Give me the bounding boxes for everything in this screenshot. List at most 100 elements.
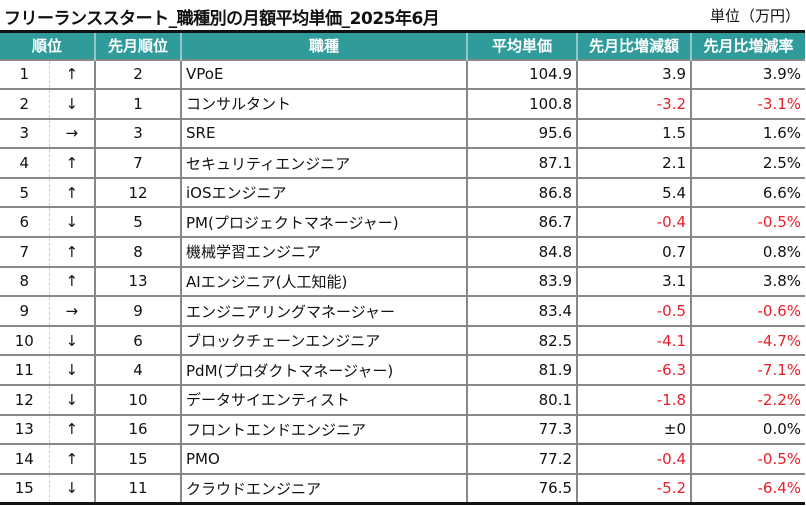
table-row: 15 ↓ 11 クラウドエンジニア 76.5 -5.2 -6.4% xyxy=(0,472,806,504)
job-cell: AIエンジニア(人工知能) xyxy=(180,265,468,297)
rank-cell: 8 xyxy=(0,265,49,297)
prev-rank-cell: 1 xyxy=(94,88,182,119)
rate-cell: -6.4% xyxy=(690,472,806,504)
rate-cell: -0.5% xyxy=(690,443,806,474)
diff-cell: -0.5 xyxy=(576,295,692,326)
rate-cell: -2.2% xyxy=(690,384,806,415)
job-cell: セキュリティエンジニア xyxy=(180,147,468,178)
job-cell: 機械学習エンジニア xyxy=(180,236,468,267)
avg-price-cell: 84.8 xyxy=(466,236,578,267)
trend-arrow-icon: ↑ xyxy=(48,176,96,208)
table-row: 5 ↑ 12 iOSエンジニア 86.8 5.4 6.6% xyxy=(0,176,806,208)
prev-rank-cell: 11 xyxy=(94,472,182,504)
diff-cell: -0.4 xyxy=(576,206,692,238)
prev-rank-cell: 5 xyxy=(94,206,182,238)
header-job: 職種 xyxy=(180,31,468,60)
avg-price-cell: 104.9 xyxy=(466,58,578,90)
rate-cell: 3.9% xyxy=(690,58,806,90)
prev-rank-cell: 12 xyxy=(94,176,182,208)
trend-arrow-icon: ↑ xyxy=(48,413,96,445)
table-row: 10 ↓ 6 ブロックチェーンエンジニア 82.5 -4.1 -4.7% xyxy=(0,324,806,356)
rank-cell: 3 xyxy=(0,117,49,149)
rank-cell: 5 xyxy=(0,176,49,208)
rate-cell: -4.7% xyxy=(690,324,806,356)
page-title: フリーランススタート_職種別の月額平均単価_2025年6月 xyxy=(4,9,440,29)
diff-cell: 5.4 xyxy=(576,176,692,208)
table-row: 4 ↑ 7 セキュリティエンジニア 87.1 2.1 2.5% xyxy=(0,147,806,178)
rank-cell: 1 xyxy=(0,58,49,90)
rate-cell: -0.6% xyxy=(690,295,806,326)
rank-cell: 14 xyxy=(0,443,49,474)
rank-cell: 7 xyxy=(0,236,49,267)
job-cell: PdM(プロダクトマネージャー) xyxy=(180,354,468,386)
table-row: 14 ↑ 15 PMO 77.2 -0.4 -0.5% xyxy=(0,443,806,474)
rate-cell: -7.1% xyxy=(690,354,806,386)
table-row: 11 ↓ 4 PdM(プロダクトマネージャー) 81.9 -6.3 -7.1% xyxy=(0,354,806,386)
rank-cell: 13 xyxy=(0,413,49,445)
trend-arrow-icon: ↓ xyxy=(48,384,96,415)
table-row: 7 ↑ 8 機械学習エンジニア 84.8 0.7 0.8% xyxy=(0,236,806,267)
trend-arrow-icon: ↓ xyxy=(48,206,96,238)
trend-arrow-icon: ↓ xyxy=(48,88,96,119)
rank-cell: 9 xyxy=(0,295,49,326)
diff-cell: -1.8 xyxy=(576,384,692,415)
rate-cell: 2.5% xyxy=(690,147,806,178)
unit-label: 単位（万円） xyxy=(709,7,800,25)
prev-rank-cell: 7 xyxy=(94,147,182,178)
prev-rank-cell: 8 xyxy=(94,236,182,267)
table-row: 6 ↓ 5 PM(プロジェクトマネージャー) 86.7 -0.4 -0.5% xyxy=(0,206,806,238)
diff-cell: 1.5 xyxy=(576,117,692,149)
ranking-table: 順位 先月順位 職種 平均単価 先月比増減額 先月比増減率 1 ↑ 2 VPoE 104… xyxy=(0,30,806,505)
job-cell: iOSエンジニア xyxy=(180,176,468,208)
job-cell: クラウドエンジニア xyxy=(180,472,468,504)
table-header: 順位 先月順位 職種 平均単価 先月比増減額 先月比増減率 xyxy=(0,31,806,60)
avg-price-cell: 76.5 xyxy=(466,472,578,504)
avg-price-cell: 77.2 xyxy=(466,443,578,474)
rate-cell: 6.6% xyxy=(690,176,806,208)
prev-rank-cell: 16 xyxy=(94,413,182,445)
table-row: 3 → 3 SRE 95.6 1.5 1.6% xyxy=(0,117,806,149)
avg-price-cell: 87.1 xyxy=(466,147,578,178)
table-row: 9 → 9 エンジニアリングマネージャー 83.4 -0.5 -0.6% xyxy=(0,295,806,326)
rate-cell: 0.8% xyxy=(690,236,806,267)
trend-arrow-icon: → xyxy=(48,117,96,149)
avg-price-cell: 86.8 xyxy=(466,176,578,208)
diff-cell: 0.7 xyxy=(576,236,692,267)
rank-cell: 2 xyxy=(0,88,49,119)
job-cell: コンサルタント xyxy=(180,88,468,119)
rate-cell: 3.8% xyxy=(690,265,806,297)
prev-rank-cell: 6 xyxy=(94,324,182,356)
trend-arrow-icon: ↓ xyxy=(48,354,96,386)
trend-arrow-icon: ↑ xyxy=(48,265,96,297)
diff-cell: 3.1 xyxy=(576,265,692,297)
table-row: 8 ↑ 13 AIエンジニア(人工知能) 83.9 3.1 3.8% xyxy=(0,265,806,297)
trend-arrow-icon: ↑ xyxy=(48,443,96,474)
table-row: 12 ↓ 10 データサイエンティスト 80.1 -1.8 -2.2% xyxy=(0,384,806,415)
prev-rank-cell: 3 xyxy=(94,117,182,149)
rate-cell: -3.1% xyxy=(690,88,806,119)
job-cell: SRE xyxy=(180,117,468,149)
header-rank: 順位 xyxy=(0,31,96,60)
job-cell: VPoE xyxy=(180,58,468,90)
avg-price-cell: 81.9 xyxy=(466,354,578,386)
diff-cell: -6.3 xyxy=(576,354,692,386)
table-row: 2 ↓ 1 コンサルタント 100.8 -3.2 -3.1% xyxy=(0,88,806,119)
rank-cell: 6 xyxy=(0,206,49,238)
prev-rank-cell: 15 xyxy=(94,443,182,474)
job-cell: フロントエンドエンジニア xyxy=(180,413,468,445)
avg-price-cell: 80.1 xyxy=(466,384,578,415)
diff-cell: 2.1 xyxy=(576,147,692,178)
rate-cell: 0.0% xyxy=(690,413,806,445)
rank-cell: 4 xyxy=(0,147,49,178)
avg-price-cell: 77.3 xyxy=(466,413,578,445)
trend-arrow-icon: ↑ xyxy=(48,236,96,267)
job-cell: PM(プロジェクトマネージャー) xyxy=(180,206,468,238)
diff-cell: -0.4 xyxy=(576,443,692,474)
prev-rank-cell: 4 xyxy=(94,354,182,386)
trend-arrow-icon: ↑ xyxy=(48,147,96,178)
diff-cell: -4.1 xyxy=(576,324,692,356)
avg-price-cell: 95.6 xyxy=(466,117,578,149)
prev-rank-cell: 13 xyxy=(94,265,182,297)
prev-rank-cell: 9 xyxy=(94,295,182,326)
trend-arrow-icon: ↓ xyxy=(48,472,96,504)
